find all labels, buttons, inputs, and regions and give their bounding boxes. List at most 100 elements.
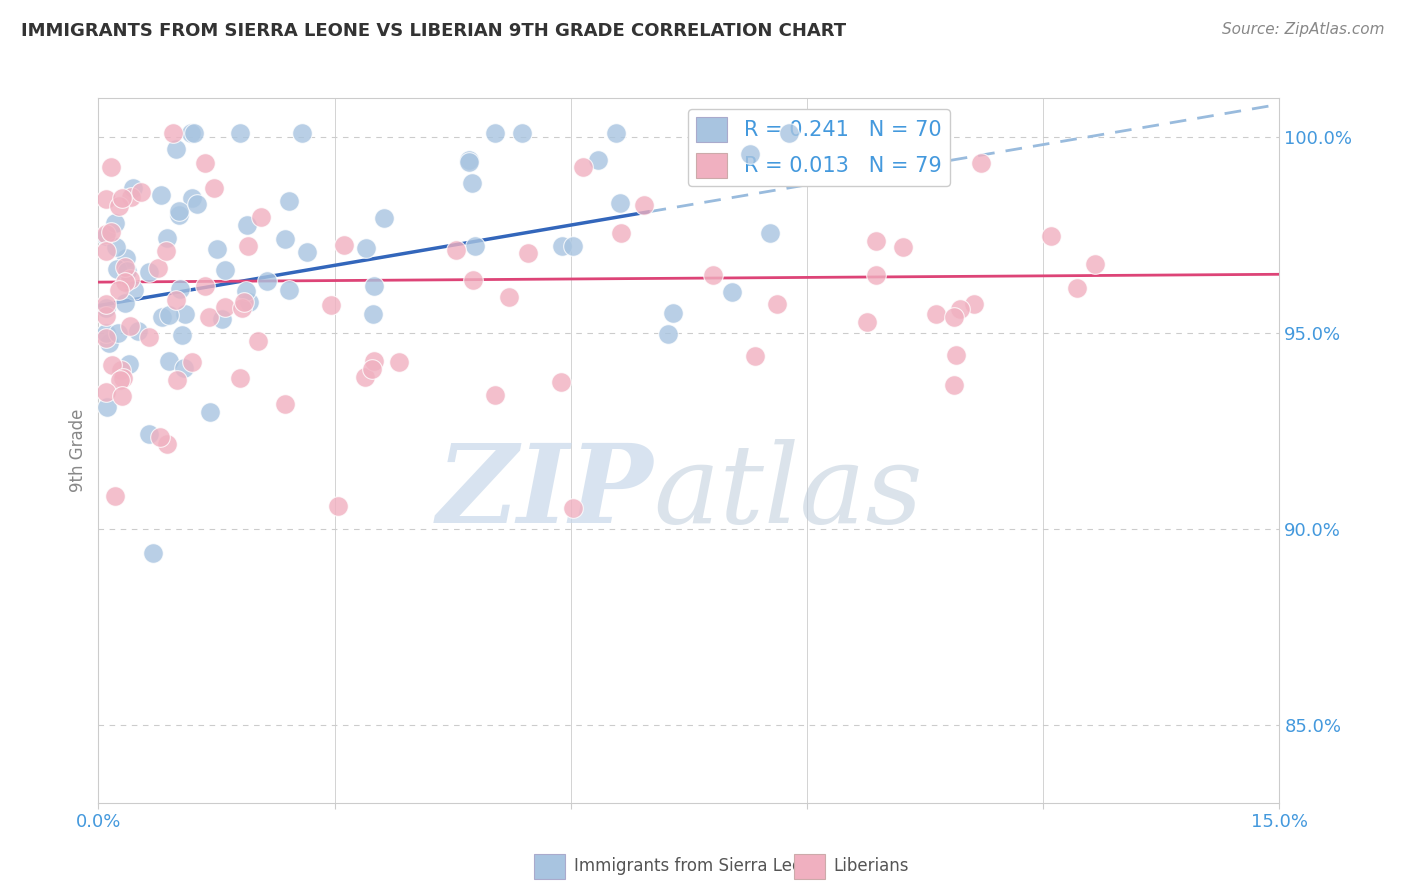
Point	[111, 371, 134, 385]
Point	[484, 127, 506, 141]
Point	[194, 279, 217, 293]
Point	[1084, 257, 1107, 271]
Point	[291, 127, 314, 141]
Point	[100, 161, 122, 175]
Point	[138, 426, 160, 441]
Point	[969, 155, 991, 169]
Point	[162, 127, 184, 141]
Point	[360, 362, 382, 376]
Point	[458, 154, 481, 169]
Point	[104, 489, 127, 503]
Point	[233, 295, 256, 310]
Point	[121, 181, 143, 195]
Text: Source: ZipAtlas.com: Source: ZipAtlas.com	[1222, 22, 1385, 37]
Point	[120, 190, 142, 204]
Point	[138, 265, 160, 279]
Point	[100, 358, 122, 372]
Point	[120, 272, 142, 286]
Point	[550, 375, 572, 389]
Point	[740, 146, 762, 161]
Point	[100, 225, 122, 239]
Point	[633, 198, 655, 212]
Point	[571, 160, 593, 174]
Point	[172, 327, 194, 342]
Point	[115, 251, 138, 265]
Point	[236, 239, 259, 253]
Point	[354, 240, 377, 254]
Point	[96, 228, 118, 243]
Point	[609, 226, 631, 240]
Point	[110, 363, 132, 377]
Point	[460, 176, 482, 190]
Point	[721, 285, 744, 300]
Point	[138, 329, 160, 343]
Point	[229, 370, 252, 384]
Point	[107, 326, 129, 340]
Text: IMMIGRANTS FROM SIERRA LEONE VS LIBERIAN 9TH GRADE CORRELATION CHART: IMMIGRANTS FROM SIERRA LEONE VS LIBERIAN…	[21, 22, 846, 40]
Point	[273, 396, 295, 410]
Text: atlas: atlas	[654, 439, 924, 547]
Point	[461, 273, 484, 287]
Point	[321, 298, 343, 312]
Point	[278, 194, 301, 208]
Point	[96, 193, 118, 207]
Point	[855, 316, 877, 330]
Point	[662, 305, 685, 319]
Point	[155, 244, 177, 258]
Point	[156, 231, 179, 245]
Point	[363, 354, 385, 368]
Point	[1066, 281, 1088, 295]
Point	[96, 244, 118, 258]
Point	[110, 373, 132, 387]
Point	[458, 153, 481, 167]
Point	[105, 262, 128, 277]
Point	[180, 127, 202, 141]
Point	[295, 244, 318, 259]
Point	[562, 239, 585, 253]
Point	[96, 384, 118, 399]
Point	[766, 297, 789, 311]
Point	[778, 127, 800, 141]
Point	[96, 326, 118, 340]
Point	[231, 301, 253, 316]
Point	[464, 239, 486, 253]
Point	[561, 500, 583, 515]
Point	[277, 283, 299, 297]
Point	[96, 309, 118, 323]
Point	[127, 324, 149, 338]
Point	[150, 310, 173, 325]
Legend: R = 0.241   N = 70, R = 0.013   N = 79: R = 0.241 N = 70, R = 0.013 N = 79	[688, 109, 950, 186]
Point	[942, 378, 965, 392]
Point	[484, 388, 506, 402]
Point	[157, 354, 180, 368]
Point	[373, 211, 395, 226]
Point	[173, 361, 195, 376]
Point	[925, 307, 948, 321]
Point	[142, 546, 165, 560]
Point	[108, 199, 131, 213]
Text: Immigrants from Sierra Leone: Immigrants from Sierra Leone	[574, 857, 823, 875]
Point	[108, 283, 131, 297]
Point	[122, 283, 145, 297]
Point	[551, 238, 574, 252]
Point	[157, 308, 180, 322]
Point	[963, 297, 986, 311]
Point	[328, 499, 350, 513]
Point	[180, 191, 202, 205]
Point	[943, 310, 966, 324]
Point	[238, 295, 260, 310]
Point	[759, 226, 782, 240]
Point	[169, 282, 191, 296]
Point	[104, 216, 127, 230]
Point	[865, 268, 887, 282]
Point	[229, 127, 252, 141]
Point	[510, 127, 533, 141]
Point	[148, 261, 170, 276]
Y-axis label: 9th Grade: 9th Grade	[69, 409, 87, 492]
Point	[332, 238, 354, 252]
Point	[96, 330, 118, 344]
Text: ZIP: ZIP	[437, 439, 654, 547]
Text: Liberians: Liberians	[834, 857, 910, 875]
Point	[202, 181, 225, 195]
Point	[114, 295, 136, 310]
